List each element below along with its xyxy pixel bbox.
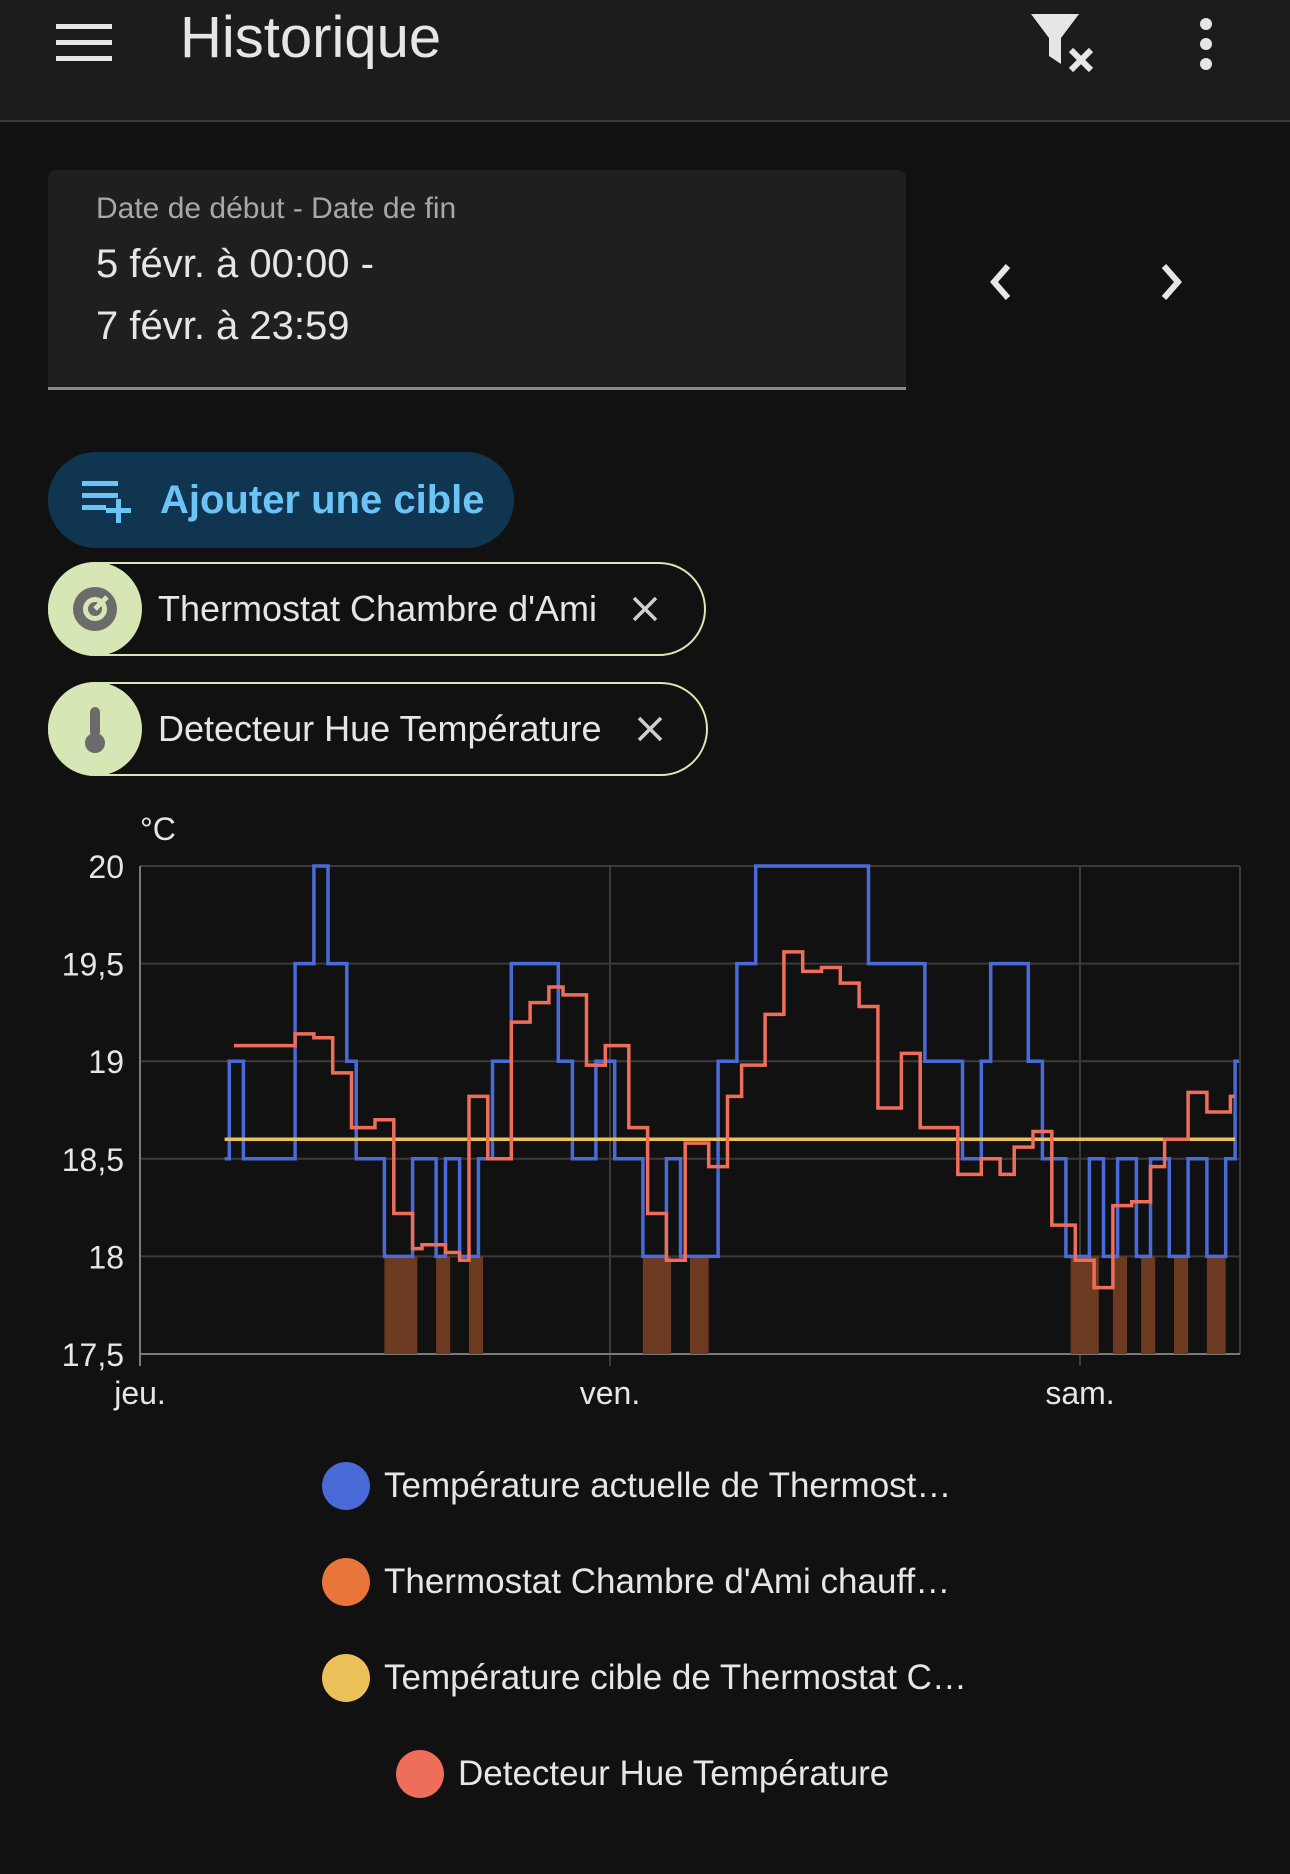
series-current-temp-line (224, 864, 1240, 1259)
heating-bar (1174, 1256, 1189, 1354)
y-unit-label: °C (140, 811, 176, 847)
heating-bar (642, 1256, 672, 1354)
filter-remove-icon (1031, 14, 1094, 73)
menu-button[interactable] (52, 10, 116, 74)
legend-color-dot (322, 1558, 370, 1606)
legend-item-heating[interactable]: Thermostat Chambre d'Ami chauff… (322, 1552, 950, 1612)
date-range-label: Date de début - Date de fin (96, 192, 457, 225)
clear-filter-button[interactable] (1025, 6, 1105, 76)
target-chip-hue-sensor[interactable]: Detecteur Hue Température (48, 682, 708, 776)
legend-color-dot (322, 1654, 370, 1702)
chip-label: Detecteur Hue Température (158, 708, 602, 749)
legend-label: Température actuelle de Thermost… (384, 1466, 952, 1505)
remove-chip-button[interactable] (630, 709, 670, 749)
chip-avatar (48, 682, 142, 776)
legend-item-hue-temp[interactable]: Detecteur Hue Température (396, 1744, 889, 1804)
legend-color-dot (396, 1750, 444, 1798)
heating-bar (469, 1256, 484, 1354)
more-options-button[interactable] (1180, 6, 1232, 76)
y-tick-label: 17,5 (62, 1337, 124, 1373)
playlist-add-icon (82, 481, 131, 523)
y-tick-label: 19,5 (62, 947, 124, 983)
thermometer-icon (85, 707, 105, 753)
chip-label: Thermostat Chambre d'Ami (158, 588, 598, 629)
chip-avatar (48, 562, 142, 656)
y-tick-label: 20 (88, 849, 124, 885)
date-range-start: 5 févr. à 00:00 - (96, 242, 374, 286)
thermostat-icon (73, 587, 117, 631)
add-target-button[interactable]: Ajouter une cible (48, 452, 514, 548)
legend-color-dot (322, 1462, 370, 1510)
chevron-right-icon (1161, 264, 1182, 300)
x-tick-label: jeu. (113, 1375, 166, 1411)
series-hue-temp-line (234, 950, 1235, 1290)
legend-item-target-temp[interactable]: Température cible de Thermostat C… (322, 1648, 967, 1708)
heating-bar (436, 1256, 451, 1354)
heating-bar (689, 1256, 709, 1354)
y-tick-label: 19 (88, 1044, 124, 1080)
date-range-end: 7 févr. à 23:59 (96, 304, 350, 348)
remove-chip-button[interactable] (625, 589, 665, 629)
top-app-bar: Historique (0, 0, 1290, 122)
add-target-label: Ajouter une cible (160, 477, 485, 522)
x-tick-label: ven. (580, 1375, 640, 1411)
legend-label: Thermostat Chambre d'Ami chauff… (384, 1562, 951, 1601)
more-vertical-icon (1200, 18, 1212, 70)
y-tick-label: 18,5 (62, 1142, 124, 1178)
target-chip-thermostat[interactable]: Thermostat Chambre d'Ami (48, 562, 706, 656)
heating-bar (1206, 1256, 1226, 1354)
legend-item-current-temp[interactable]: Température actuelle de Thermost… (322, 1456, 951, 1516)
page-title: Historique (180, 5, 442, 70)
previous-period-button[interactable] (972, 252, 1032, 312)
heating-bar (384, 1256, 418, 1354)
x-tick-label: sam. (1045, 1375, 1114, 1411)
close-icon (637, 716, 662, 742)
heating-bar (1141, 1256, 1156, 1354)
close-icon (632, 596, 658, 622)
date-range-picker[interactable]: Date de début - Date de fin 5 févr. à 00… (48, 170, 906, 390)
menu-icon (56, 24, 112, 61)
next-period-button[interactable] (1140, 252, 1200, 312)
heating-bar (1112, 1256, 1127, 1354)
legend-label: Detecteur Hue Température (458, 1754, 890, 1793)
legend-label: Température cible de Thermostat C… (384, 1658, 967, 1697)
chevron-left-icon (990, 264, 1011, 300)
y-tick-label: 18 (88, 1239, 124, 1275)
